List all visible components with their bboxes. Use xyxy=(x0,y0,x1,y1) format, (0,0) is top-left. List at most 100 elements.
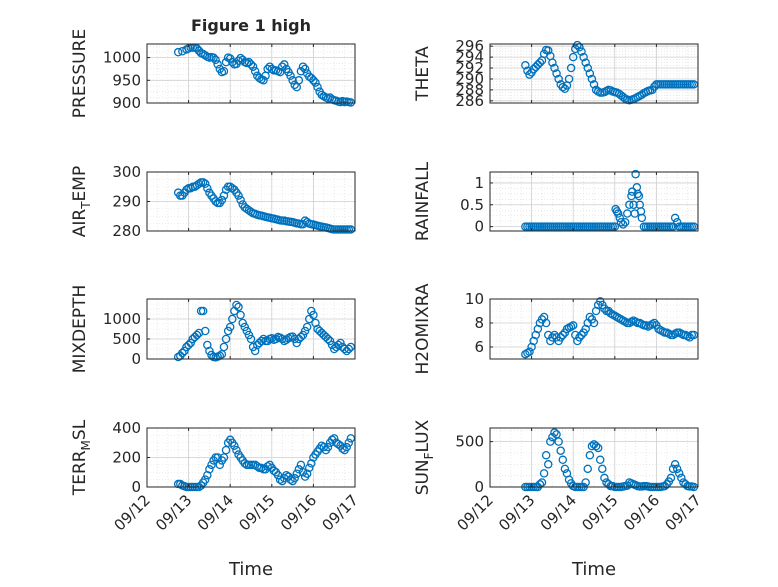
data-point xyxy=(615,213,625,223)
x-tick-label: 09/13 xyxy=(152,491,195,534)
data-point xyxy=(595,455,605,465)
data-point xyxy=(541,450,551,460)
x-tick-label: 09/15 xyxy=(235,491,278,534)
x-axis-label-left: Time xyxy=(228,559,273,580)
y-tick-label: 10 xyxy=(465,290,484,308)
y-axis-label: SUNFLUX xyxy=(413,419,436,495)
y-axis-label: THETA xyxy=(413,46,433,102)
data-point xyxy=(294,76,304,85)
data-point xyxy=(219,342,229,352)
data-point xyxy=(525,70,534,79)
data-point xyxy=(244,57,254,67)
data-point xyxy=(217,195,227,205)
subplot-mixdepth: 0 500 1000 MIXDEPTH xyxy=(70,285,356,373)
axes-background xyxy=(490,172,698,231)
data-point xyxy=(568,52,578,62)
data-point xyxy=(629,200,638,210)
y-axis-label: PRESSURE xyxy=(70,29,90,118)
data-point xyxy=(238,318,247,328)
data-point xyxy=(219,453,229,462)
data-series xyxy=(173,178,356,234)
x-tick-label: 09/17 xyxy=(319,491,362,534)
subplot-rainfall: 0 0.5 1 RAINFALL xyxy=(413,161,699,241)
data-point xyxy=(581,478,590,487)
y-tick-label: 290 xyxy=(455,70,484,88)
y-tick-label: 288 xyxy=(455,81,484,99)
data-point xyxy=(198,49,208,59)
data-point xyxy=(219,66,229,76)
data-point xyxy=(541,318,551,328)
data-point xyxy=(558,330,568,340)
y-tick-label: 950 xyxy=(112,71,141,89)
data-point xyxy=(246,334,256,344)
data-point xyxy=(325,336,335,346)
data-point xyxy=(670,460,680,469)
data-point xyxy=(672,464,682,474)
data-point xyxy=(263,64,272,74)
x-tick-label: 09/17 xyxy=(662,491,705,534)
data-point xyxy=(263,462,272,471)
data-point xyxy=(564,74,574,84)
data-point xyxy=(257,463,266,473)
data-point xyxy=(677,473,686,483)
data-point xyxy=(338,444,347,453)
data-point xyxy=(248,62,258,71)
data-point xyxy=(286,475,295,484)
y-tick-label: 300 xyxy=(112,163,141,181)
y-axis-label-subscript: T xyxy=(79,201,93,210)
y-tick-label: 0 xyxy=(131,478,141,496)
data-point xyxy=(650,318,659,328)
data-point xyxy=(548,432,557,442)
y-axis-label-main: TERR xyxy=(70,450,90,496)
data-point xyxy=(213,60,222,69)
data-point xyxy=(568,321,578,330)
data-point xyxy=(288,76,297,85)
data-point xyxy=(689,80,699,89)
data-point xyxy=(173,47,183,57)
data-point xyxy=(192,330,202,340)
y-tick-label: 6 xyxy=(474,338,484,356)
data-point xyxy=(660,481,669,491)
data-point xyxy=(600,304,609,313)
data-point xyxy=(257,336,266,346)
data-point xyxy=(298,467,308,477)
data-point xyxy=(228,314,237,324)
data-point xyxy=(203,470,212,480)
data-point xyxy=(207,460,216,470)
data-point xyxy=(666,473,676,483)
data-point xyxy=(304,463,314,473)
data-point xyxy=(613,209,623,218)
y-axis-label: H2OMIXRA xyxy=(413,283,433,374)
data-point xyxy=(327,340,337,350)
data-point xyxy=(223,326,233,336)
subplot-pressure: 900 950 1000 PRESSURE xyxy=(70,29,356,118)
data-point xyxy=(236,195,245,205)
data-point xyxy=(194,179,204,189)
x-tick-label: 09/12 xyxy=(111,491,154,534)
y-tick-label: 0 xyxy=(131,350,141,368)
data-point xyxy=(323,334,333,344)
data-point xyxy=(232,445,241,455)
data-point xyxy=(637,213,647,223)
axes-frame xyxy=(146,43,356,104)
data-series xyxy=(521,169,699,231)
data-point xyxy=(186,338,195,348)
data-series xyxy=(521,297,699,359)
data-point xyxy=(543,460,553,469)
axes-frame xyxy=(489,298,699,360)
y-tick-label: 8 xyxy=(474,314,484,332)
data-point xyxy=(616,218,626,227)
data-point xyxy=(205,346,214,356)
data-point xyxy=(631,169,640,179)
data-point xyxy=(198,178,208,187)
y-tick-label: 290 xyxy=(112,193,141,211)
data-point xyxy=(277,62,287,71)
data-point xyxy=(344,344,354,354)
axes-frame xyxy=(489,427,699,488)
data-point xyxy=(583,464,593,474)
axes-frame xyxy=(489,43,699,104)
data-point xyxy=(296,332,306,342)
x-tick-label: 09/14 xyxy=(537,491,580,534)
